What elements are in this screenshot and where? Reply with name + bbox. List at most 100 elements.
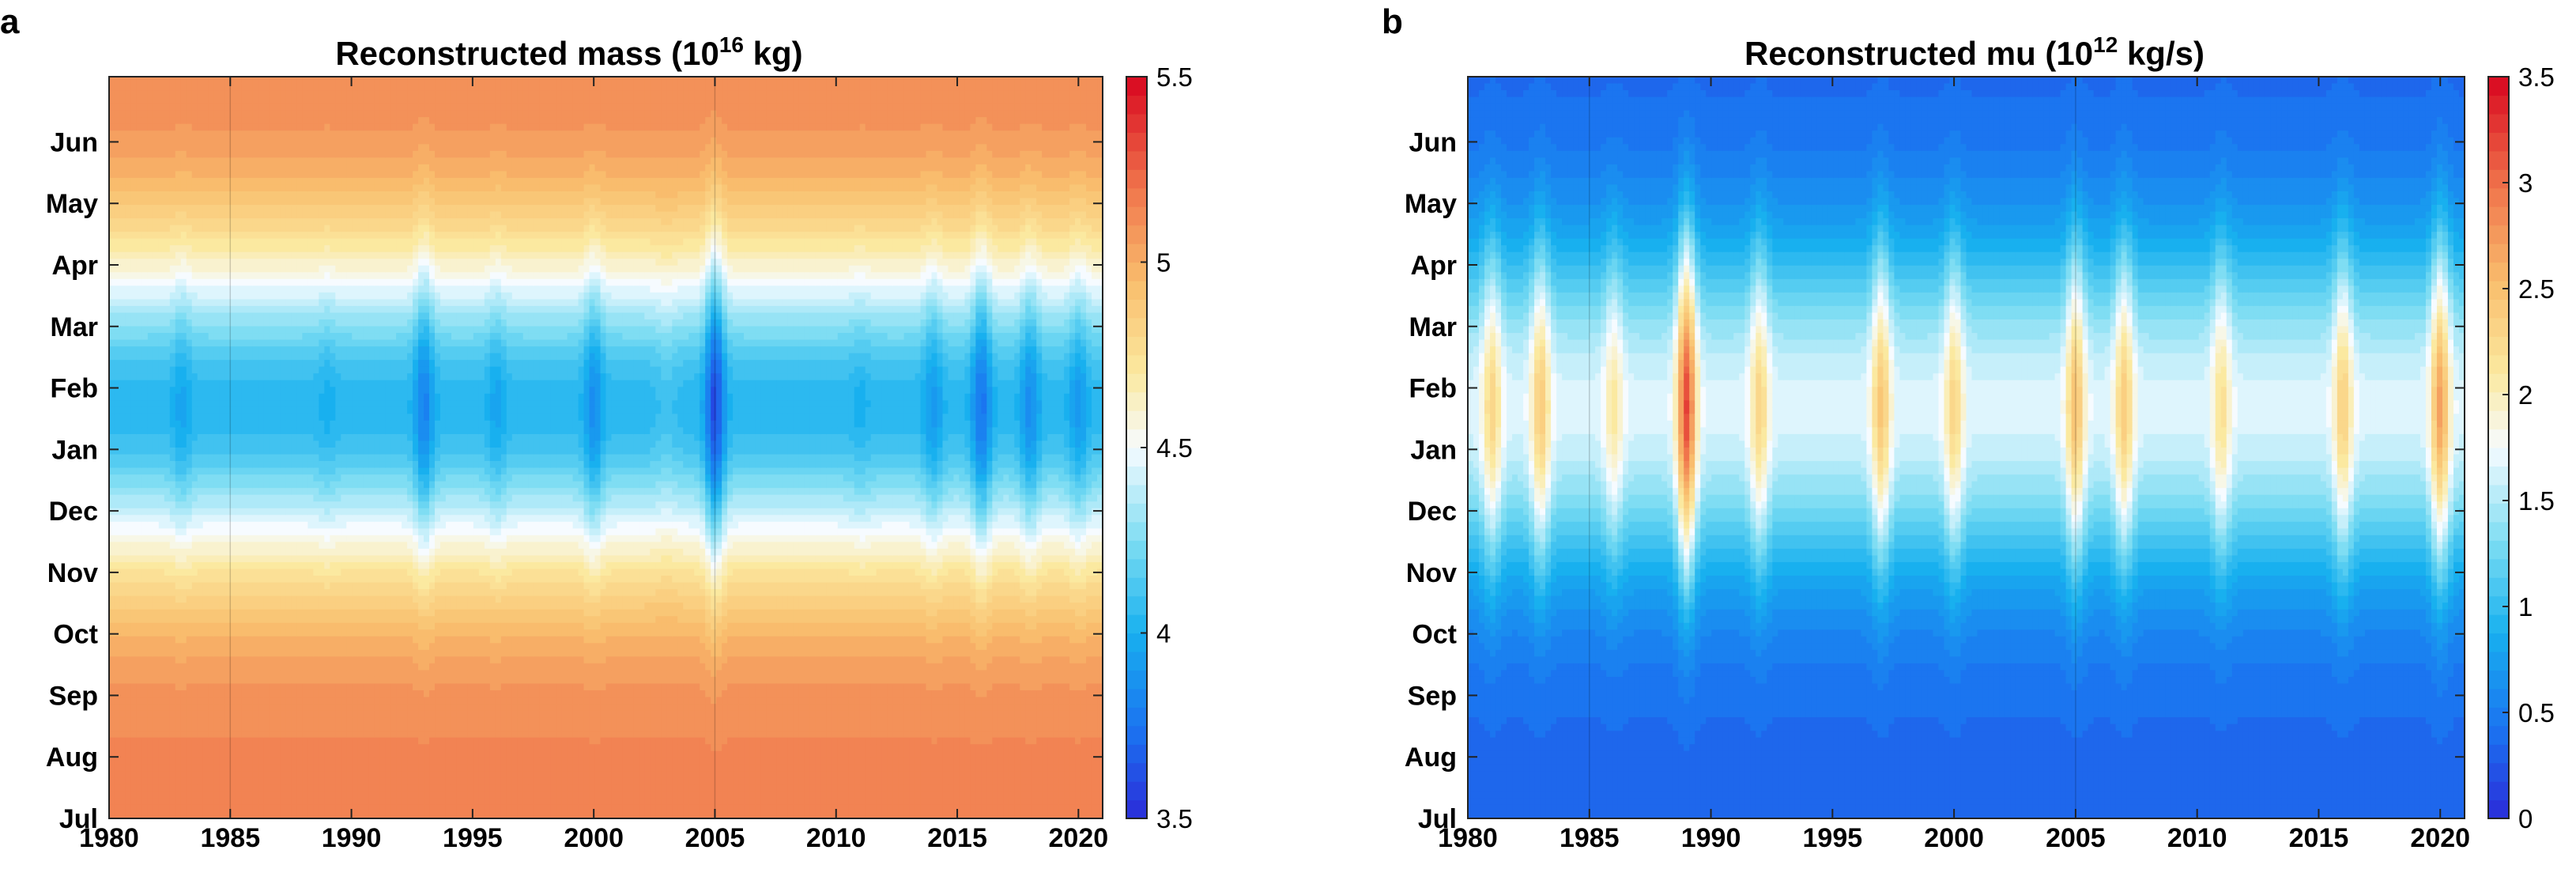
heatmap-cell (137, 711, 143, 718)
heatmap-cell (164, 704, 171, 711)
heatmap-cell (148, 138, 154, 145)
heatmap-cell (164, 697, 171, 705)
heatmap-cell (115, 495, 121, 502)
heatmap-cell (159, 367, 165, 374)
heatmap-cell (115, 440, 121, 448)
heatmap-cell (120, 407, 126, 414)
heatmap-cell (120, 421, 126, 428)
heatmap-cell (153, 434, 160, 441)
heatmap-cell (115, 124, 121, 131)
heatmap-cell (148, 542, 154, 549)
heatmap-cell (159, 184, 165, 191)
heatmap-cell (137, 637, 143, 644)
heatmap-cell (126, 637, 132, 644)
heatmap-cell (142, 549, 149, 556)
heatmap-cell (142, 650, 149, 657)
heatmap-cell (109, 252, 115, 259)
heatmap-cell (126, 367, 132, 374)
heatmap-cell (126, 239, 132, 246)
heatmap-cell (153, 373, 160, 380)
heatmap-cell (126, 394, 132, 401)
heatmap-cell (159, 670, 165, 677)
heatmap-cell (148, 414, 154, 421)
heatmap-cell (164, 474, 171, 482)
heatmap-cell (159, 656, 165, 663)
heatmap-cell (115, 683, 121, 690)
heatmap-cell (115, 327, 121, 334)
heatmap-cell (164, 272, 171, 279)
heatmap-cell (109, 690, 115, 697)
heatmap-cell (153, 663, 160, 671)
heatmap-cell (131, 387, 138, 394)
heatmap-cell (120, 576, 126, 583)
heatmap-cell (153, 461, 160, 468)
heatmap-cell (120, 738, 126, 745)
heatmap-cell (153, 488, 160, 495)
heatmap-cell (126, 373, 132, 380)
heatmap-cell (153, 643, 160, 650)
heatmap-cell (131, 90, 138, 97)
heatmap-cell (164, 414, 171, 421)
heatmap-cell (159, 394, 165, 401)
heatmap-cell (109, 312, 115, 319)
heatmap-cell (126, 683, 132, 690)
heatmap-cell (148, 394, 154, 401)
heatmap-cell (148, 164, 154, 172)
heatmap-cell (126, 697, 132, 705)
heatmap-cell (148, 259, 154, 266)
heatmap-cell (109, 293, 115, 300)
heatmap-cell (109, 440, 115, 448)
heatmap-cell (131, 495, 138, 502)
heatmap-cell (164, 637, 171, 644)
heatmap-cell (109, 562, 115, 569)
heatmap-cell (142, 610, 149, 617)
heatmap-cell (131, 266, 138, 273)
heatmap-cell (131, 164, 138, 172)
heatmap-cell (164, 555, 171, 562)
heatmap-cell (137, 555, 143, 562)
heatmap-cell (137, 758, 143, 765)
heatmap-cell (142, 293, 149, 300)
heatmap-cell (109, 239, 115, 246)
heatmap-cell (153, 798, 160, 805)
panel-a-title: Reconstructed mass (1016 kg) (335, 32, 802, 72)
heatmap-cell (131, 252, 138, 259)
heatmap-cell (131, 717, 138, 724)
heatmap-cell (131, 805, 138, 812)
heatmap-cell (131, 272, 138, 279)
heatmap-cell (153, 346, 160, 353)
heatmap-cell (126, 400, 132, 407)
heatmap-cell (148, 151, 154, 158)
heatmap-cell (120, 663, 126, 671)
heatmap-cell (115, 421, 121, 428)
heatmap-cell (142, 474, 149, 482)
heatmap-cell (115, 623, 121, 630)
heatmap-cell (109, 353, 115, 361)
heatmap-cell (159, 643, 165, 650)
heatmap-cell (164, 427, 171, 434)
heatmap-cell (120, 191, 126, 198)
heatmap-cell (137, 367, 143, 374)
heatmap-cell (148, 111, 154, 118)
heatmap-cell (131, 744, 138, 751)
heatmap-cell (120, 751, 126, 758)
heatmap-cell (153, 542, 160, 549)
heatmap-cell (126, 677, 132, 684)
heatmap-cell (137, 650, 143, 657)
heatmap-cell (148, 367, 154, 374)
heatmap-cell (115, 427, 121, 434)
heatmap-cell (164, 468, 171, 475)
heatmap-cell (115, 232, 121, 239)
heatmap-cell (131, 367, 138, 374)
heatmap-cell (148, 468, 154, 475)
heatmap-cell (148, 495, 154, 502)
heatmap-cell (131, 245, 138, 252)
heatmap-cell (142, 266, 149, 273)
heatmap-cell (148, 400, 154, 407)
heatmap-cell (120, 495, 126, 502)
heatmap-cell (109, 117, 115, 124)
heatmap-cell (159, 319, 165, 327)
heatmap-cell (115, 414, 121, 421)
heatmap-cell (148, 205, 154, 212)
heatmap-cell (164, 501, 171, 508)
